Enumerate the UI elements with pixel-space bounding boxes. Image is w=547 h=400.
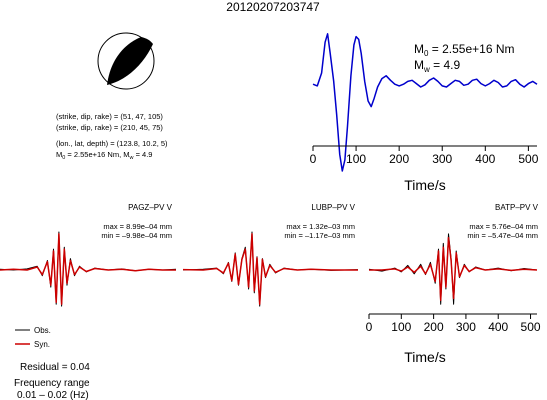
stf-panel: 0 100 200 300 400 500 [310,33,539,172]
stf-mw-value: = 4.9 [430,58,461,72]
waveform-x-tick-label: 500 [521,320,541,334]
residual-label: Residual = 0.04 [20,362,90,373]
stf-x-tick-label: 400 [475,152,495,166]
stf-x-tick-label: 300 [432,152,452,166]
station-name-pagz: PAGZ–PV V [128,203,173,212]
stf-mw-label: Mw = 4.9 [414,58,460,74]
nodal-plane-2: (strike, dip, rake) = (210, 45, 75) [56,123,163,132]
station-min-lubp: min = –1.17e–03 mm [284,231,355,240]
mw-sub: w [129,155,134,161]
stf-mw-sub: w [423,65,430,74]
waveform-x-tick-label: 0 [366,320,373,334]
stf-xlabel: Time/s [404,177,445,193]
stf-x-tick-label: 200 [389,152,409,166]
waveform-xlabel: Time/s [404,349,445,365]
station-max-batp: max = 5.76e–04 mm [469,222,538,231]
legend-obs-label: Obs. [34,326,51,335]
waveform-x-tick-label: 300 [456,320,476,334]
frequency-range-label: Frequency range [14,378,90,389]
stf-mw-prefix: M [414,58,424,72]
waveform-batp [368,233,538,305]
stf-x-tick-label: 0 [310,152,317,166]
moment-label: M0 = 2.55e+16 Nm, Mw = 4.9 [56,150,152,161]
station-name-batp: BATP–PV V [495,203,539,212]
waveform-x-tick-label: 400 [488,320,508,334]
waveform-lubp [182,231,359,307]
stf-m0-value: = 2.55e+16 Nm [428,42,514,56]
beachball [97,32,155,90]
beachball-compressional-quadrant [107,37,153,85]
location-label: (lon., lat, depth) = (123.8, 10.2, 5) [56,139,168,148]
station-max-pagz: max = 8.99e–04 mm [103,222,172,231]
station-min-batp: min = –5.47e–04 mm [467,231,538,240]
legend: Obs. Syn. [15,326,51,349]
syn-trace [182,233,358,305]
waveform-x-tick-label: 200 [424,320,444,334]
syn-trace [369,236,538,302]
stf-m0-prefix: M [414,42,424,56]
moment-prefix: M [56,150,62,159]
legend-syn-label: Syn. [34,340,50,349]
nodal-plane-1: (strike, dip, rake) = (51, 47, 105) [56,112,163,121]
stf-m0-label: M0 = 2.55e+16 Nm [414,42,515,58]
stf-series-line [312,33,538,172]
waveform-x-tick-label: 100 [391,320,411,334]
syn-trace [0,233,176,305]
frequency-range-value: 0.01 – 0.02 (Hz) [17,390,89,400]
stf-x-tick-label: 500 [518,152,538,166]
stf-x-tick-label: 100 [346,152,366,166]
figure-title: 20120207203747 [226,0,320,14]
station-min-pagz: min = –9.98e–04 mm [101,231,172,240]
mw-value: = 4.9 [134,150,153,159]
stf-m0-sub: 0 [424,49,429,58]
waveform-pagz [0,231,177,307]
station-max-lubp: max = 1.32e–03 mm [286,222,355,231]
moment-sub: 0 [62,155,65,161]
moment-value: = 2.55e+16 Nm, M [65,150,129,159]
station-name-lubp: LUBP–PV V [311,203,355,212]
waveform-x-axis: 0 100 200 300 400 500 [366,313,541,334]
